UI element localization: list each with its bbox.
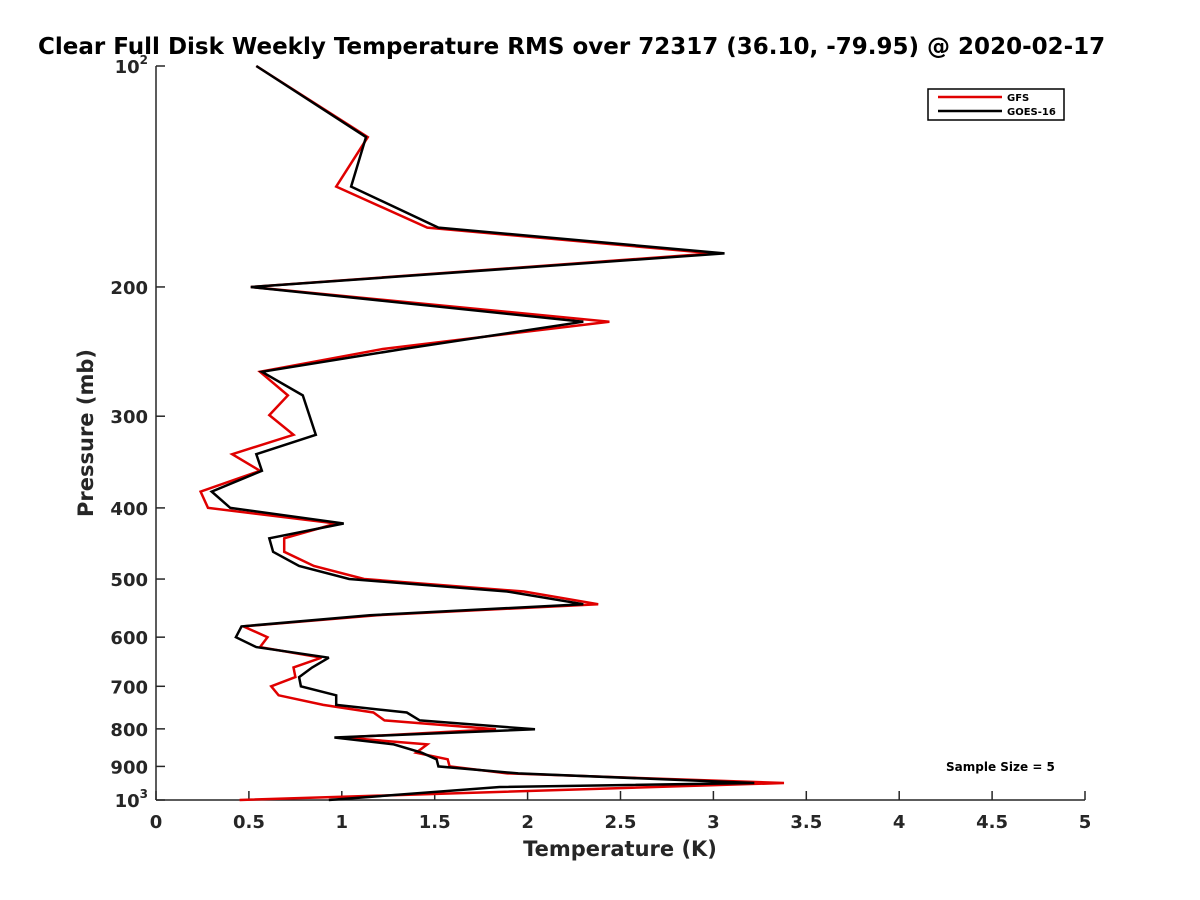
x-tick-label: 2 bbox=[521, 812, 534, 833]
y-tick-label: 500 bbox=[110, 570, 148, 591]
x-tick-label: 3.5 bbox=[790, 812, 822, 833]
y-tick-label: 700 bbox=[110, 677, 148, 698]
x-tick-label: 2.5 bbox=[605, 812, 637, 833]
y-tick-label: 900 bbox=[110, 757, 148, 778]
y-tick-label: 800 bbox=[110, 720, 148, 741]
y-tick-label: 400 bbox=[110, 499, 148, 520]
legend-label-goes16: GOES-16 bbox=[1007, 107, 1056, 118]
sample-size-annotation: Sample Size = 5 bbox=[946, 760, 1055, 774]
y-tick-label: 103 bbox=[115, 787, 148, 812]
x-tick-label: 0.5 bbox=[233, 812, 265, 833]
x-tick-label: 5 bbox=[1079, 812, 1092, 833]
legend: GFS GOES-16 bbox=[928, 89, 1064, 120]
x-tick-label: 0 bbox=[150, 812, 163, 833]
y-tick-label: 102 bbox=[115, 53, 148, 78]
series-lines bbox=[201, 66, 784, 800]
x-tick-label: 1.5 bbox=[419, 812, 451, 833]
x-tick-label: 4.5 bbox=[976, 812, 1008, 833]
x-tick-label: 1 bbox=[336, 812, 349, 833]
y-axis-ticks: 102 200 300 400 500 600 700 800 900 103 bbox=[110, 53, 165, 812]
x-tick-label: 3 bbox=[707, 812, 720, 833]
y-tick-label: 300 bbox=[110, 407, 148, 428]
axes bbox=[156, 66, 1085, 800]
y-tick-label: 200 bbox=[110, 278, 148, 299]
legend-label-gfs: GFS bbox=[1007, 93, 1029, 104]
chart: Clear Full Disk Weekly Temperature RMS o… bbox=[0, 0, 1200, 900]
chart-title: Clear Full Disk Weekly Temperature RMS o… bbox=[38, 34, 1105, 60]
series-line-gfs bbox=[201, 66, 784, 800]
x-axis-label: Temperature (K) bbox=[523, 837, 717, 861]
y-tick-label: 600 bbox=[110, 628, 148, 649]
y-axis-label: Pressure (mb) bbox=[74, 349, 98, 517]
x-tick-label: 4 bbox=[893, 812, 906, 833]
